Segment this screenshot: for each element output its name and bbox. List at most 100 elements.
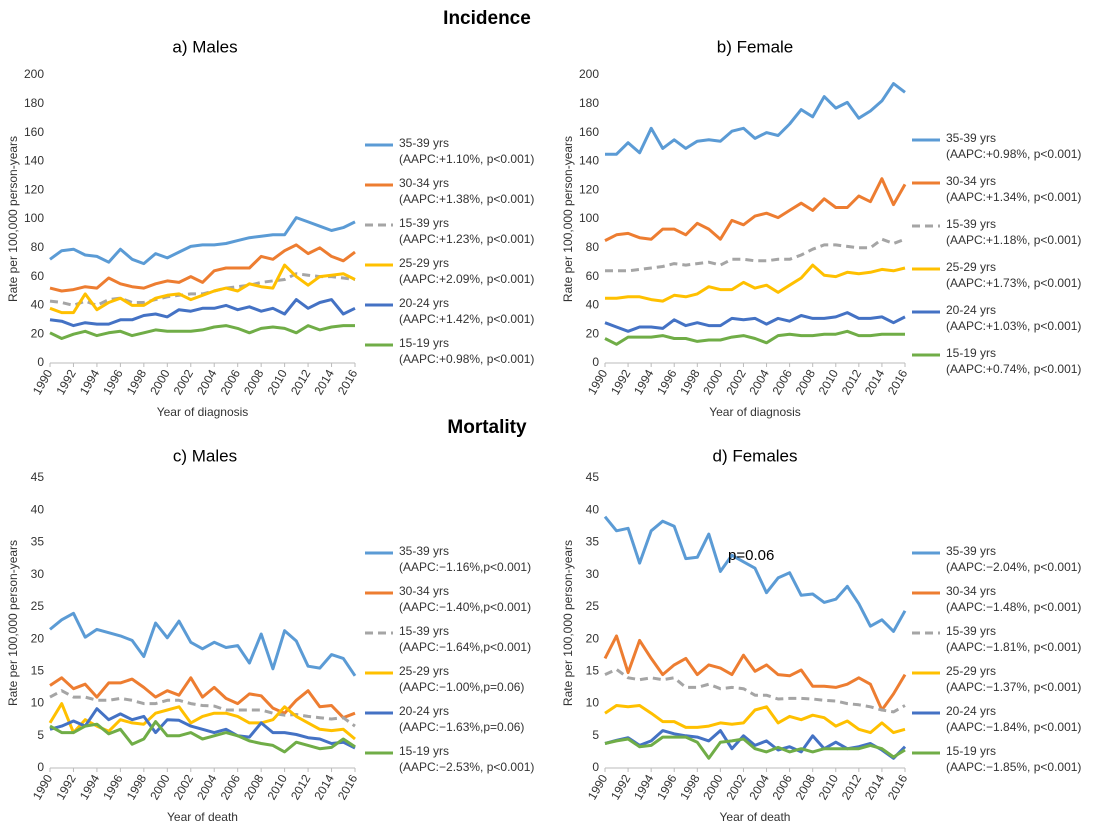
series-line (604, 329, 905, 346)
y-tick-label: 5 (592, 728, 599, 742)
x-tick-label: 2014 (862, 772, 888, 802)
y-tick-label: 0 (37, 355, 44, 369)
x-tick-label: 1994 (77, 367, 103, 397)
series-line (49, 272, 356, 307)
series-line (604, 177, 907, 242)
series-line (49, 263, 356, 315)
x-tick-label: 2010 (264, 367, 290, 397)
y-tick-label: 35 (586, 535, 600, 549)
legend-label: 20-24 yrs (399, 296, 449, 310)
y-tick-label: 45 (31, 470, 45, 484)
x-tick-label: 2006 (218, 367, 244, 397)
y-tick-label: 25 (31, 599, 45, 613)
x-tick-label: 2000 (147, 367, 173, 397)
series-line (49, 216, 356, 266)
x-axis-label: Year of death (720, 810, 791, 824)
legend-label: 30-34 yrs (946, 584, 996, 598)
legend-detail: (AAPC:+1.03%, p<0.001) (946, 319, 1081, 333)
y-tick-label: 120 (24, 182, 44, 196)
y-tick-label: 0 (592, 355, 599, 369)
x-tick-label: 1998 (124, 772, 150, 802)
x-axis-label: Year of death (167, 810, 238, 824)
x-tick-label: 2004 (746, 367, 772, 397)
series-line (49, 243, 356, 293)
legend-detail: (AAPC:−2.53%, p<0.001) (399, 760, 534, 774)
legend-detail: (AAPC:−1.37%, p<0.001) (946, 680, 1081, 694)
y-tick-label: 45 (586, 470, 600, 484)
y-tick-label: 80 (586, 240, 600, 254)
x-tick-label: 1992 (608, 367, 634, 397)
x-tick-label: 1996 (654, 367, 680, 397)
series-line (604, 667, 906, 714)
x-tick-label: 2016 (885, 367, 911, 397)
y-tick-label: 5 (37, 728, 44, 742)
series-line (604, 704, 906, 735)
legend-detail: (AAPC:−1.63%,p=0.06) (399, 720, 524, 734)
x-tick-label: 1992 (53, 772, 79, 802)
y-tick-label: 40 (586, 298, 600, 312)
x-tick-label: 1992 (608, 772, 634, 802)
y-tick-label: 160 (579, 125, 599, 139)
series-line (603, 634, 907, 712)
legend-label: 15-19 yrs (946, 744, 996, 758)
x-tick-label: 2002 (171, 367, 197, 397)
y-tick-label: 0 (592, 760, 599, 774)
legend-detail: (AAPC:+2.09%, p<0.001) (399, 272, 534, 286)
chart-title: a) Males (172, 37, 237, 56)
x-axis-label: Year of diagnosis (709, 405, 801, 419)
legend-label: 30-34 yrs (399, 584, 449, 598)
legend-label: 20-24 yrs (399, 704, 449, 718)
x-axis-label: Year of diagnosis (157, 405, 249, 419)
legend-label: 15-19 yrs (946, 346, 996, 360)
x-tick-label: 1994 (631, 367, 657, 397)
x-tick-label: 1992 (53, 367, 79, 397)
x-tick-label: 1996 (100, 772, 126, 802)
x-tick-label: 1990 (585, 772, 611, 802)
legend-label: 35-39 yrs (946, 131, 996, 145)
legend-detail: (AAPC:−1.00%,p=0.06) (399, 680, 524, 694)
legend-label: 35-39 yrs (946, 544, 996, 558)
x-tick-label: 2000 (700, 367, 726, 397)
legend-detail: (AAPC:−1.64%,p<0.001) (399, 640, 531, 654)
legend-label: 25-29 yrs (399, 664, 449, 678)
series-line (605, 263, 906, 303)
section-title: Incidence (443, 8, 531, 29)
chart-title: c) Males (173, 446, 237, 465)
legend-detail: (AAPC:−1.81%, p<0.001) (946, 640, 1081, 654)
legend-label: 30-34 yrs (946, 174, 996, 188)
series-line (49, 324, 355, 340)
x-tick-label: 1990 (585, 367, 611, 397)
x-tick-label: 1994 (631, 772, 657, 802)
legend-label: 25-29 yrs (946, 260, 996, 274)
y-tick-label: 60 (586, 269, 600, 283)
y-tick-label: 20 (586, 631, 600, 645)
legend-detail: (AAPC:+1.38%, p<0.001) (399, 192, 534, 206)
legend-detail: (AAPC:−1.48%, p<0.001) (946, 600, 1081, 614)
y-tick-label: 140 (24, 154, 44, 168)
y-tick-label: 100 (579, 211, 599, 225)
x-tick-label: 2012 (288, 772, 314, 802)
series-line (49, 689, 356, 728)
x-tick-label: 2006 (769, 367, 795, 397)
x-tick-label: 2010 (264, 772, 290, 802)
x-tick-label: 2004 (194, 772, 220, 802)
x-tick-label: 2008 (241, 772, 267, 802)
legend-label: 15-39 yrs (399, 216, 449, 230)
x-tick-label: 2004 (746, 772, 772, 802)
series-line (603, 515, 907, 633)
legend-label: 15-19 yrs (399, 744, 449, 758)
x-tick-label: 2000 (147, 772, 173, 802)
x-tick-label: 2006 (218, 772, 244, 802)
legend-detail: (AAPC:−1.84%, p<0.001) (946, 720, 1081, 734)
legend-label: 25-29 yrs (946, 664, 996, 678)
y-tick-label: 25 (586, 599, 600, 613)
y-tick-label: 80 (31, 240, 45, 254)
x-tick-label: 2012 (839, 367, 865, 397)
x-tick-label: 1990 (30, 367, 56, 397)
y-tick-label: 200 (579, 67, 599, 81)
x-tick-label: 2016 (335, 772, 361, 802)
legend-detail: (AAPC:−2.04%, p<0.001) (946, 560, 1081, 574)
y-tick-label: 60 (31, 269, 45, 283)
x-tick-label: 2006 (769, 772, 795, 802)
y-tick-label: 35 (31, 535, 45, 549)
